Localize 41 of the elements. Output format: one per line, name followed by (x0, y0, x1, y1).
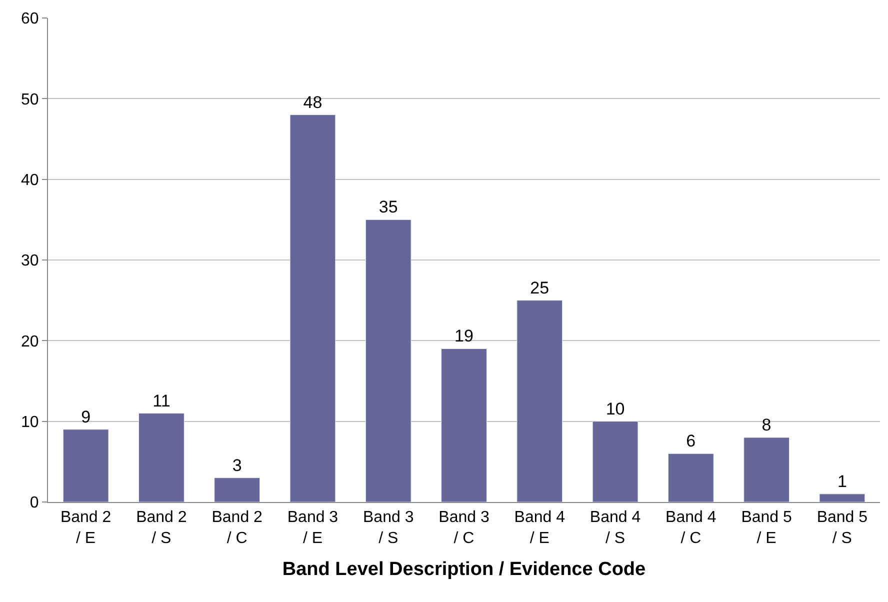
bar (62, 429, 109, 502)
x-tick-label: Band 3 / S (363, 509, 414, 547)
data-label: 9 (81, 407, 91, 426)
y-tick-label: 30 (21, 252, 39, 270)
x-tick-label: Band 3 / E (287, 509, 338, 547)
y-tick-label: 0 (30, 494, 39, 512)
bar (819, 494, 866, 502)
bar (744, 437, 790, 502)
x-tick-label: Band 4 / S (590, 509, 641, 547)
bar (214, 478, 260, 502)
bar (138, 413, 184, 502)
y-tick-label: 10 (21, 414, 39, 431)
x-tick-label: Band 5 / E (741, 509, 792, 547)
data-label: 48 (303, 92, 322, 112)
x-tick-label: Band 2 / E (60, 509, 112, 547)
bar (516, 300, 563, 502)
bar (668, 453, 714, 502)
data-label: 19 (454, 326, 474, 346)
x-tick-label: Band 4 / C (666, 509, 716, 547)
x-tick-label: Band 5 / S (816, 509, 868, 547)
data-label: 6 (686, 432, 696, 451)
data-label: 10 (606, 399, 625, 418)
y-tick-label: 60 (21, 10, 39, 28)
y-tick-label: 20 (21, 333, 39, 350)
y-tick-label: 50 (21, 91, 39, 108)
bar (592, 421, 638, 502)
data-label: 11 (152, 391, 170, 410)
data-label: 35 (378, 198, 398, 217)
x-tick-label: Band 2 / S (136, 509, 187, 547)
x-axis-title: Band Level Description / Evidence Code (282, 558, 646, 580)
data-label: 8 (762, 415, 772, 434)
bar (365, 219, 412, 502)
x-tick-label: Band 3 / C (438, 509, 490, 547)
data-label: 25 (530, 278, 550, 298)
data-label: 1 (837, 472, 847, 491)
data-label: 3 (232, 456, 242, 475)
y-tick-label: 40 (21, 172, 39, 189)
bar (290, 114, 336, 502)
x-tick-label: Band 2 / C (212, 509, 263, 547)
x-tick-label: Band 4 / E (514, 509, 566, 547)
bar (441, 348, 487, 502)
